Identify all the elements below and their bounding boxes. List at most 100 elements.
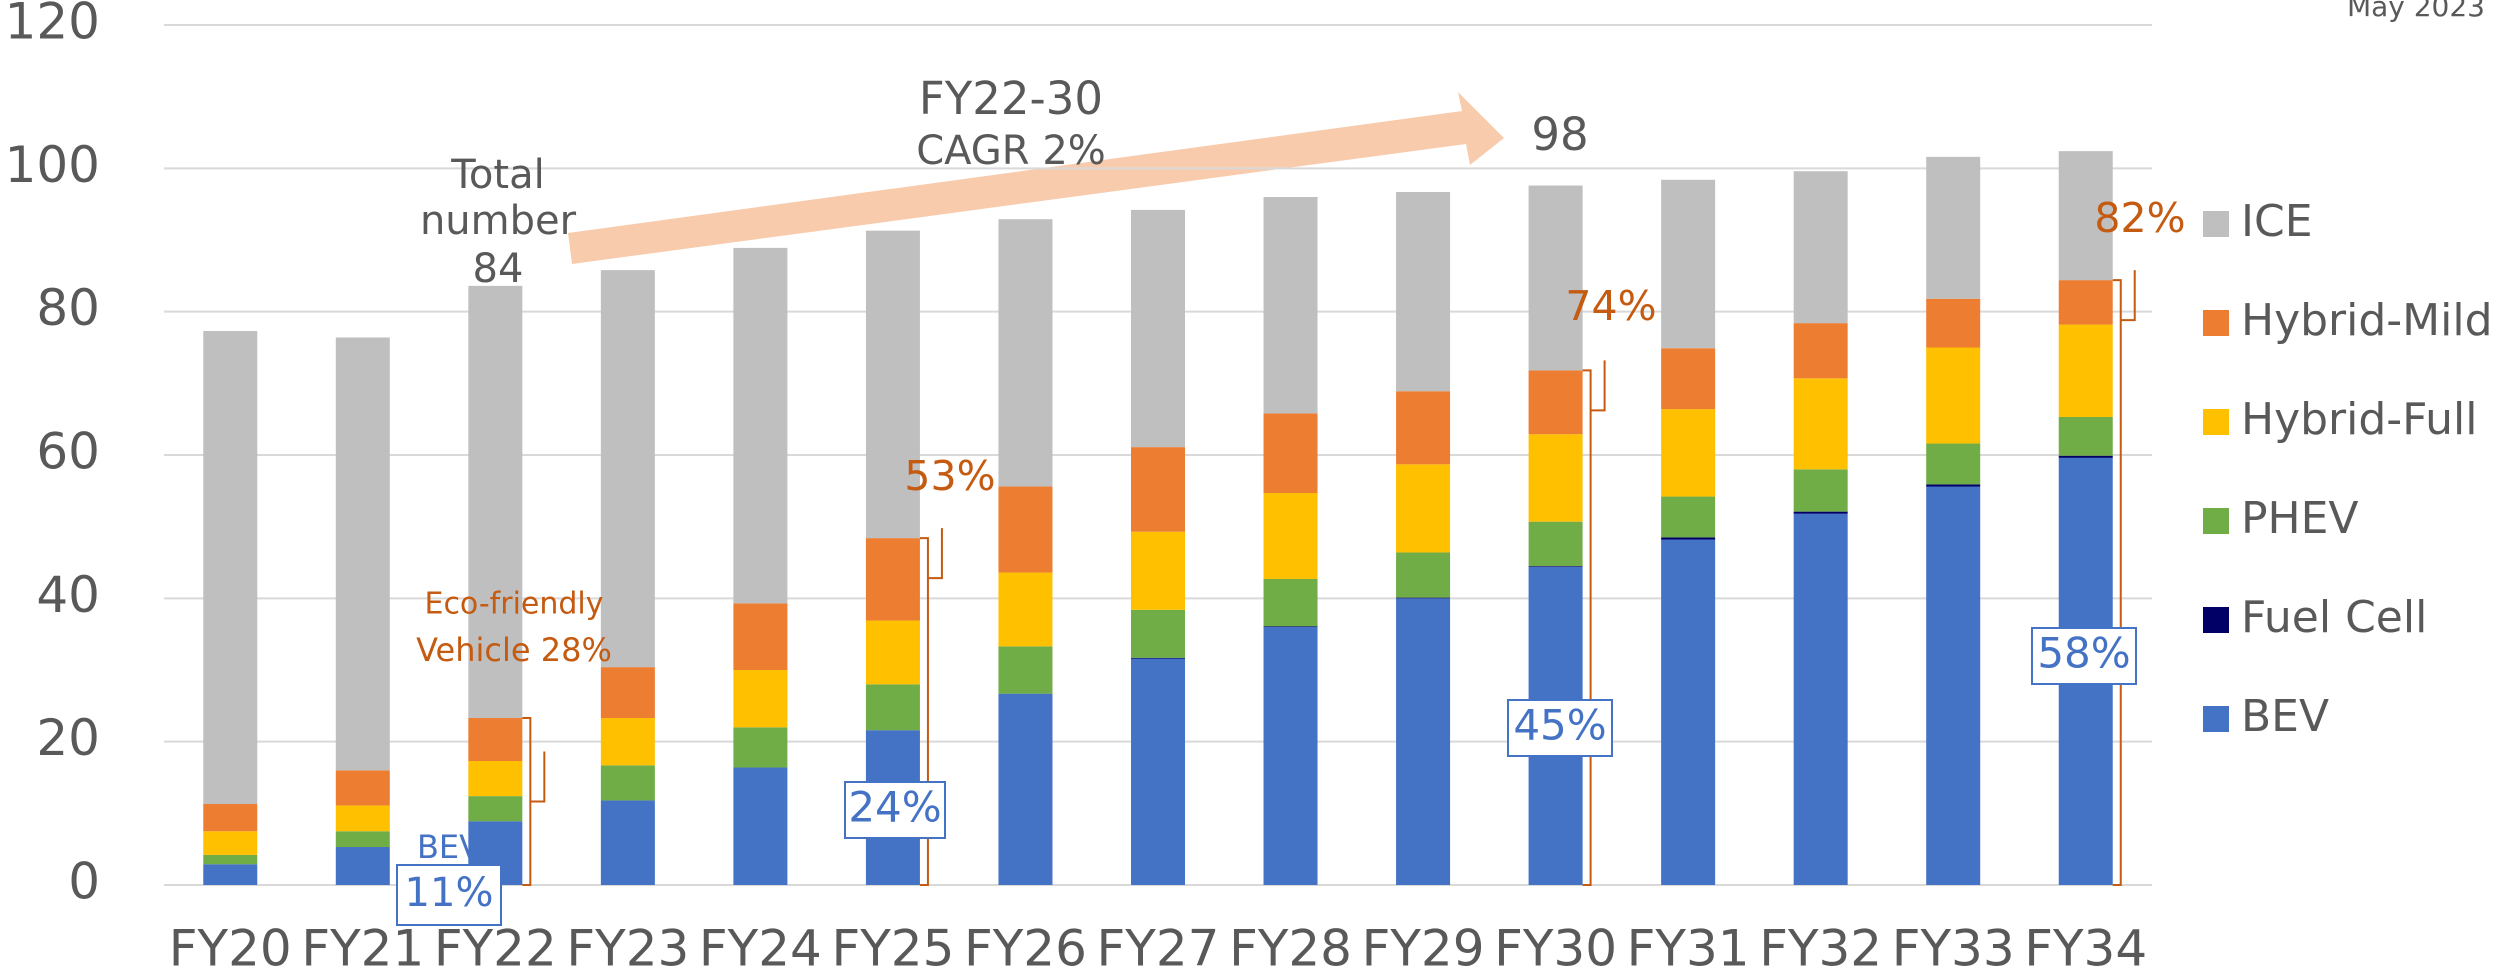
- bar-segment: [203, 854, 258, 865]
- y-tick-label: 40: [36, 566, 100, 624]
- label-box: [1507, 699, 1613, 757]
- x-tick-label: FY28: [1229, 920, 1352, 974]
- bar-segment: [1926, 347, 1981, 444]
- bar-segment: [335, 831, 390, 848]
- bracket: [2112, 270, 2136, 886]
- bar-segment: [203, 864, 258, 885]
- bar-segment: [998, 572, 1053, 647]
- label-box: [844, 781, 946, 839]
- bar-segment: [1528, 521, 1583, 567]
- bar-segment: [2058, 455, 2113, 458]
- x-tick-label: FY20: [169, 920, 292, 974]
- bar-segment: [2058, 151, 2113, 281]
- bar-segment: [600, 765, 655, 801]
- bar-segment: [1926, 484, 1981, 487]
- legend-label: ICE: [2241, 196, 2313, 247]
- annotation: 45%: [1513, 701, 1606, 750]
- bar-segment: [1793, 511, 1848, 514]
- bracket: [522, 717, 546, 886]
- bar-segment: [600, 667, 655, 719]
- x-tick-label: FY34: [2024, 920, 2147, 974]
- x-tick-label: FY33: [1892, 920, 2015, 974]
- bar-segment: [733, 670, 788, 728]
- annotation: 98: [1531, 108, 1588, 161]
- bar-segment: [865, 684, 920, 731]
- bar-segment: [2058, 324, 2113, 418]
- bar-segment: [998, 693, 1053, 885]
- annotation: FY22-30: [919, 72, 1103, 125]
- x-tick-label: FY26: [964, 920, 1087, 974]
- y-tick-label: 100: [5, 136, 100, 194]
- bar-segment: [1528, 185, 1583, 371]
- bar-segment: [1793, 469, 1848, 512]
- bar-segment: [1263, 197, 1318, 414]
- annotation: Total: [450, 152, 544, 198]
- legend-swatch: [2203, 607, 2229, 633]
- bar-segment: [1396, 598, 1451, 885]
- bar-segment: [335, 770, 390, 806]
- bar-segment: [2058, 280, 2113, 325]
- y-tick-label: 120: [5, 0, 100, 51]
- bar-segment: [1793, 513, 1848, 885]
- bar-segment: [1926, 443, 1981, 485]
- legend-label: Fuel Cell: [2241, 592, 2427, 643]
- bar-segment: [1131, 658, 1185, 885]
- bar-segment: [1131, 209, 1185, 448]
- bar-segment: [335, 805, 390, 832]
- bar-segment: [1528, 434, 1583, 522]
- x-tick-label: FY32: [1759, 920, 1882, 974]
- bar-segment: [1396, 552, 1451, 598]
- bar-segment: [468, 718, 523, 762]
- annotation: CAGR 2%: [916, 128, 1106, 174]
- annotation: 58%: [2037, 629, 2130, 678]
- annotation: Eco-friendly: [424, 587, 603, 622]
- bar-segment: [1661, 496, 1716, 538]
- legend-swatch: [2203, 409, 2229, 435]
- bracket: [1582, 360, 1606, 886]
- bar-segment: [600, 270, 655, 668]
- annotation: number: [420, 198, 577, 244]
- bar-segment: [733, 247, 788, 604]
- bar-segment: [733, 767, 788, 885]
- bar-segment: [1263, 626, 1318, 627]
- x-tick-label: FY22: [434, 920, 557, 974]
- annotation: 74%: [1565, 282, 1656, 330]
- legend-label: PHEV: [2241, 493, 2359, 544]
- legend-label: Hybrid-Mild: [2241, 295, 2493, 346]
- annotation: 82%: [2094, 194, 2185, 242]
- y-tick-label: 80: [36, 279, 100, 337]
- bar-segment: [1131, 447, 1185, 532]
- bar-segment: [1926, 298, 1981, 348]
- bar-segment: [1926, 486, 1981, 885]
- bar-segment: [865, 230, 920, 539]
- bar-segment: [1661, 348, 1716, 410]
- bar-segment: [600, 800, 655, 885]
- x-tick-label: FY21: [301, 920, 424, 974]
- bar-segment: [1793, 378, 1848, 470]
- bar-segment: [335, 847, 390, 885]
- y-tick-label: 60: [36, 423, 100, 481]
- bar-segment: [1263, 492, 1318, 579]
- bar-segment: [335, 337, 390, 771]
- annotation: Vehicle 28%: [416, 631, 612, 669]
- bar-segment: [1263, 627, 1318, 885]
- bar-segment: [1396, 391, 1451, 465]
- legend-label: Hybrid-Full: [2241, 394, 2477, 445]
- bar-segment: [998, 219, 1053, 487]
- bar-segment: [1131, 657, 1185, 659]
- annotation: 84: [473, 246, 524, 292]
- y-tick-label: 20: [36, 709, 100, 767]
- bar-segment: [998, 486, 1053, 573]
- x-tick-label: FY25: [831, 920, 954, 974]
- bar-segment: [203, 831, 258, 855]
- annotation: 53%: [904, 452, 995, 500]
- y-tick-label: 0: [68, 853, 100, 911]
- bar-segment: [733, 603, 788, 670]
- legend-label: BEV: [2241, 691, 2329, 742]
- legend-swatch: [2203, 706, 2229, 732]
- bar-segment: [2058, 417, 2113, 456]
- x-tick-label: FY27: [1097, 920, 1220, 974]
- bar-segment: [865, 538, 920, 621]
- bar-segment: [468, 761, 523, 797]
